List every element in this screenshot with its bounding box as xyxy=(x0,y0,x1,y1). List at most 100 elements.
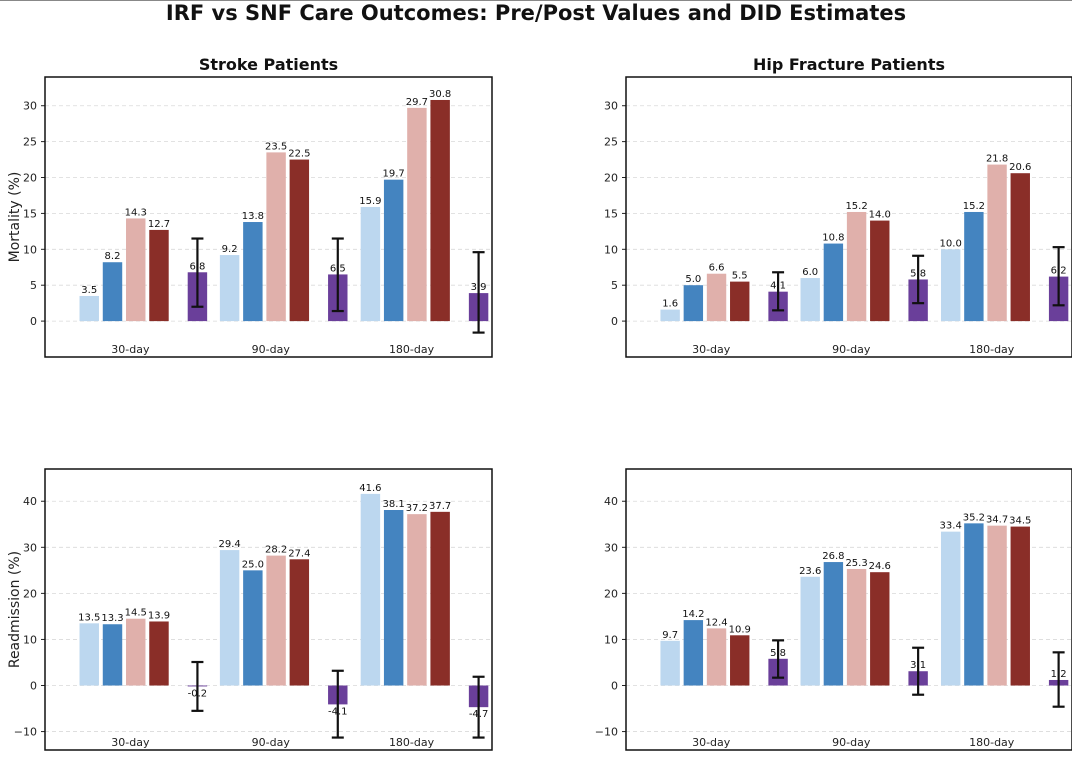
data-label: 15.9 xyxy=(359,196,381,207)
bar-snf-pre-30-day xyxy=(706,628,727,686)
data-label: 6.0 xyxy=(802,267,818,278)
bar-irf-pre-180-day xyxy=(360,206,381,322)
data-label: 12.4 xyxy=(705,617,727,628)
y-tick-label: 15 xyxy=(604,207,618,220)
x-tick-label: 90-day xyxy=(832,736,871,749)
bar-snf-post-90-day xyxy=(870,220,890,322)
panels-container: 0 5 10 15 20 25 30 3.5 8.2 14.312.7 6.8 30-day 9.2 13… xyxy=(7,55,1072,751)
bar-snf-pre-180-day xyxy=(407,107,427,322)
bar-snf-post-180-day xyxy=(430,99,450,322)
data-label: 28.2 xyxy=(265,545,287,556)
data-label: 34.7 xyxy=(986,515,1008,526)
bar-irf-pre-30-day xyxy=(79,295,99,322)
plot-frame xyxy=(625,468,1072,751)
data-label: 30.8 xyxy=(429,89,451,100)
bar-irf-post-180-day xyxy=(383,509,404,686)
bar-irf-post-30-day xyxy=(683,285,704,322)
y-tick-label: 5 xyxy=(30,279,37,292)
y-tick-label: 25 xyxy=(23,136,37,149)
data-label: 29.4 xyxy=(218,539,240,550)
panel-title: Hip Fracture Patients xyxy=(753,55,945,74)
y-axis-label: Mortality (%) xyxy=(7,172,23,263)
y-tick-label: 20 xyxy=(604,587,618,600)
y-tick-label: 10 xyxy=(23,243,37,256)
bar-snf-pre-90-day xyxy=(266,152,286,322)
data-label: 35.2 xyxy=(963,512,985,523)
y-tick-label: 30 xyxy=(604,100,618,113)
chart-panel-4: −10 0 10 20 30 40 9.7 14.212.410.9 5.8 30-day 23.6… xyxy=(595,468,1072,751)
bar-snf-post-180-day xyxy=(1010,526,1030,686)
data-label: 34.5 xyxy=(1009,516,1031,527)
bar-irf-pre-180-day xyxy=(940,531,961,686)
data-label: 25.0 xyxy=(242,559,264,570)
y-tick-label: −10 xyxy=(14,726,37,739)
x-tick-label: 30-day xyxy=(692,736,731,749)
did-data-label: 5.8 xyxy=(910,268,926,279)
bar-snf-pre-30-day xyxy=(126,218,146,322)
bar-irf-post-90-day xyxy=(243,222,263,322)
data-label: 23.5 xyxy=(265,141,287,152)
data-label: 6.6 xyxy=(709,263,725,274)
y-tick-label: 0 xyxy=(30,680,37,693)
y-axis-label: Readmission (%) xyxy=(7,551,23,668)
did-data-label: 6.8 xyxy=(189,261,205,272)
bar-irf-pre-180-day xyxy=(940,249,961,322)
x-tick-label: 180-day xyxy=(389,343,435,356)
data-label: 15.2 xyxy=(963,201,985,212)
bar-snf-pre-180-day xyxy=(987,164,1007,322)
chart-panel-3: −10 0 10 20 30 40 13.5 13.314.5 13.9 -0.2 30-day 29… xyxy=(7,468,493,751)
data-label: 20.6 xyxy=(1009,162,1031,173)
plot-frame xyxy=(625,76,1072,358)
data-label: 13.5 xyxy=(78,612,100,623)
data-label: 14.3 xyxy=(125,207,147,218)
bar-irf-post-90-day xyxy=(823,562,844,686)
data-label: 33.4 xyxy=(940,521,962,532)
data-label: 10.8 xyxy=(822,233,844,244)
bar-snf-post-30-day xyxy=(730,635,750,686)
y-tick-label: 20 xyxy=(604,172,618,185)
bar-irf-post-180-day xyxy=(964,211,984,322)
data-label: 9.2 xyxy=(222,244,238,255)
y-tick-label: 0 xyxy=(611,680,618,693)
data-label: 29.7 xyxy=(406,97,428,108)
y-tick-label: 10 xyxy=(604,633,618,646)
data-label: 1.6 xyxy=(662,299,678,310)
data-label: 37.7 xyxy=(429,501,451,512)
data-label: 14.0 xyxy=(869,210,891,221)
bar-irf-pre-180-day xyxy=(360,493,381,686)
bar-irf-post-30-day xyxy=(683,620,704,686)
y-tick-label: 5 xyxy=(611,279,618,292)
y-tick-label: 30 xyxy=(604,541,618,554)
did-data-label: 3.9 xyxy=(471,282,487,293)
bar-snf-post-30-day xyxy=(149,621,169,686)
data-label: 13.9 xyxy=(148,610,170,621)
data-label: 14.2 xyxy=(682,609,704,620)
data-label: 19.7 xyxy=(383,169,405,180)
bar-irf-pre-90-day xyxy=(800,576,820,686)
did-data-label: -4.7 xyxy=(469,709,489,720)
bar-snf-post-180-day xyxy=(1010,173,1030,322)
y-tick-label: 25 xyxy=(604,136,618,149)
data-label: 5.5 xyxy=(732,271,748,282)
data-label: 10.0 xyxy=(940,238,962,249)
x-tick-label: 30-day xyxy=(111,736,150,749)
bar-irf-post-30-day xyxy=(102,262,123,322)
data-label: 21.8 xyxy=(986,154,1008,165)
did-data-label: 6.2 xyxy=(1051,266,1067,277)
data-label: 3.5 xyxy=(81,285,97,296)
bar-irf-pre-90-day xyxy=(219,550,240,686)
bar-irf-pre-30-day xyxy=(660,309,680,322)
bar-irf-post-30-day xyxy=(102,624,123,686)
bar-irf-pre-30-day xyxy=(79,623,99,686)
panel-title: Stroke Patients xyxy=(199,55,338,74)
y-tick-label: 0 xyxy=(611,315,618,328)
y-tick-label: 0 xyxy=(30,315,37,328)
bar-irf-pre-90-day xyxy=(219,255,240,322)
figure-title: IRF vs SNF Care Outcomes: Pre/Post Value… xyxy=(166,1,906,25)
did-data-label: 3.1 xyxy=(910,660,926,671)
x-tick-label: 30-day xyxy=(111,343,150,356)
y-tick-label: 15 xyxy=(23,207,37,220)
bar-snf-post-180-day xyxy=(430,511,450,686)
data-label: 24.6 xyxy=(869,561,891,572)
bar-irf-post-90-day xyxy=(823,243,844,322)
